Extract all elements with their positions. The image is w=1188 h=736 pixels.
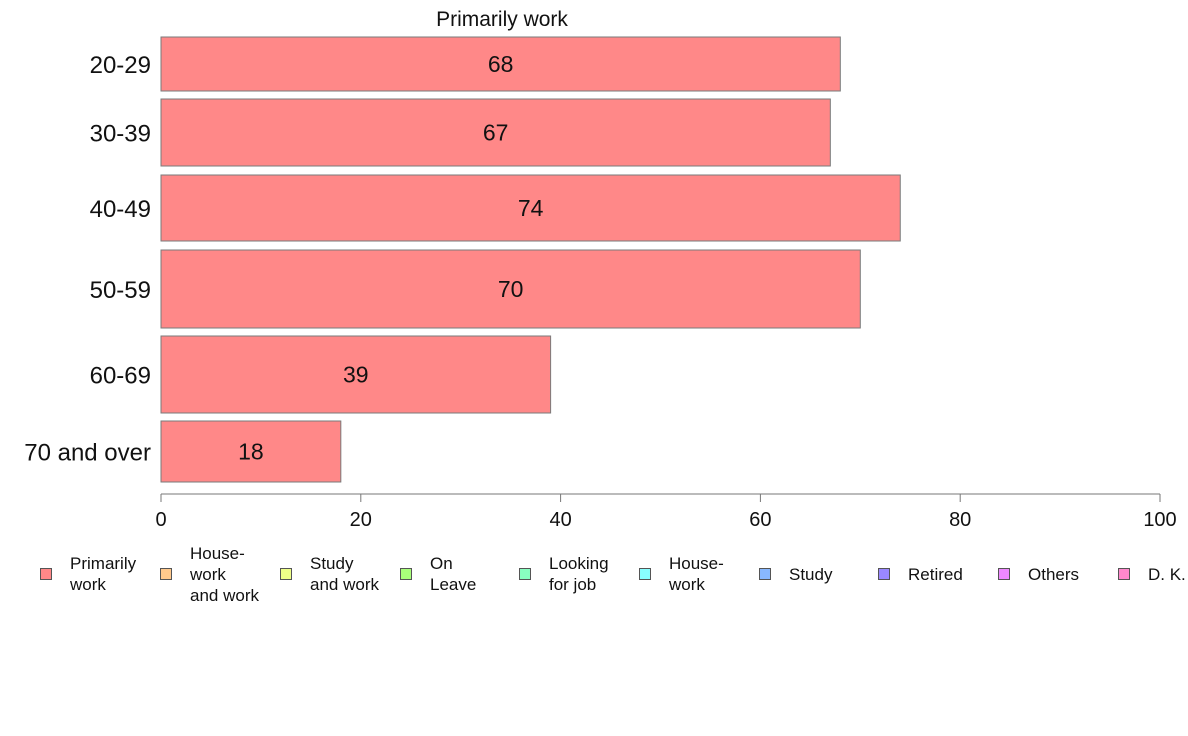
x-tick-label: 80 [949,509,971,531]
legend-swatch [878,568,890,580]
x-tick-label: 100 [1143,509,1176,531]
x-tick-label: 60 [749,509,771,531]
legend-label: On Leave [430,554,477,594]
legend-swatch [40,568,52,580]
category-label: 60-69 [90,363,151,390]
data-label: 68 [488,51,514,77]
category-label: 30-39 [90,121,151,148]
data-label: 67 [483,120,509,146]
data-label: 74 [518,195,544,221]
legend-label: Study and work [310,554,379,594]
x-tick-label: 40 [549,509,571,531]
legend-label: Primarily work [70,554,137,594]
legend-swatch [519,568,531,580]
x-tick-label: 20 [350,509,372,531]
legend-label: Looking for job [549,554,609,594]
x-axis: 0 20 40 60 80 100 [155,493,1177,531]
bar-60-69 [160,335,552,414]
legend-label: D. K. [1148,564,1186,584]
bar-chart: Primarily work 68 67 74 70 39 18 20-29 30-39 40… [24,8,1177,531]
bar-70-and-over [160,420,342,483]
data-label: 39 [343,362,369,388]
bar-40-49 [160,174,901,242]
data-label: 18 [238,439,264,465]
bars-group: 68 67 74 70 39 18 [160,36,901,483]
legend-swatch [759,568,771,580]
legend-label: Retired [908,564,963,584]
legend-swatch [1118,568,1130,580]
legend-label: Study [789,564,833,584]
category-label: 40-49 [90,196,151,223]
bar-30-39 [160,98,831,167]
legend-swatch [160,568,172,580]
legend-label: Others [1028,564,1080,584]
bar-20-29 [160,36,841,92]
legend-label: House- work and work [190,543,259,605]
legend-swatch [280,568,292,580]
data-label: 70 [498,276,524,302]
x-tick-label: 0 [155,509,166,531]
category-label: 70 and over [24,440,151,467]
legend-swatch [998,568,1010,580]
bar-50-59 [160,249,861,329]
category-label: 20-29 [90,52,151,79]
category-labels: 20-29 30-39 40-49 50-59 60-69 70 and over [24,52,151,467]
legend-swatch [400,568,412,580]
legend-label: House- work [669,554,724,594]
legend-swatch [639,568,651,580]
category-label: 50-59 [90,277,151,304]
chart-title: Primarily work [436,8,568,31]
legend: Primarily work House- work and work Study … [0,540,1188,620]
